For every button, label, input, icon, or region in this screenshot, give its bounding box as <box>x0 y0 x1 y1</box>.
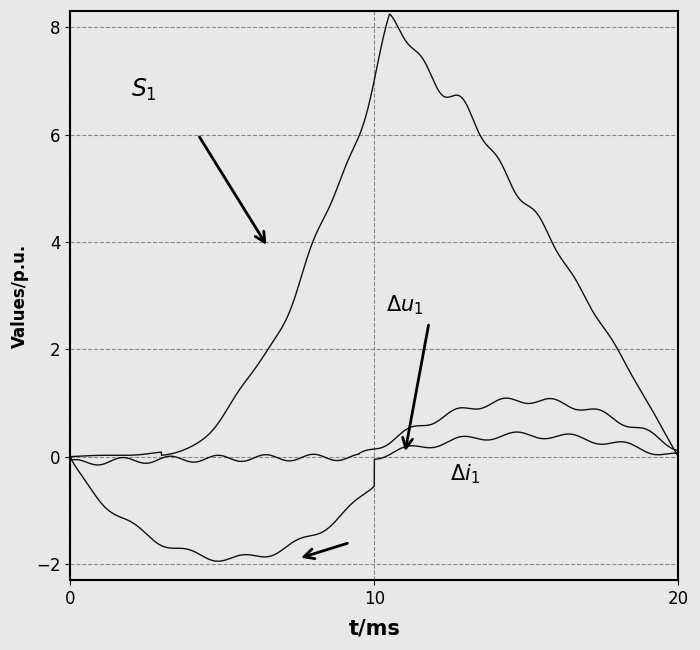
Text: $\Delta i_1$: $\Delta i_1$ <box>450 463 480 486</box>
Y-axis label: Values/p.u.: Values/p.u. <box>11 244 29 348</box>
Text: $S_1$: $S_1$ <box>131 77 157 103</box>
X-axis label: t/ms: t/ms <box>349 619 400 639</box>
Text: $\Delta u_1$: $\Delta u_1$ <box>386 294 424 317</box>
